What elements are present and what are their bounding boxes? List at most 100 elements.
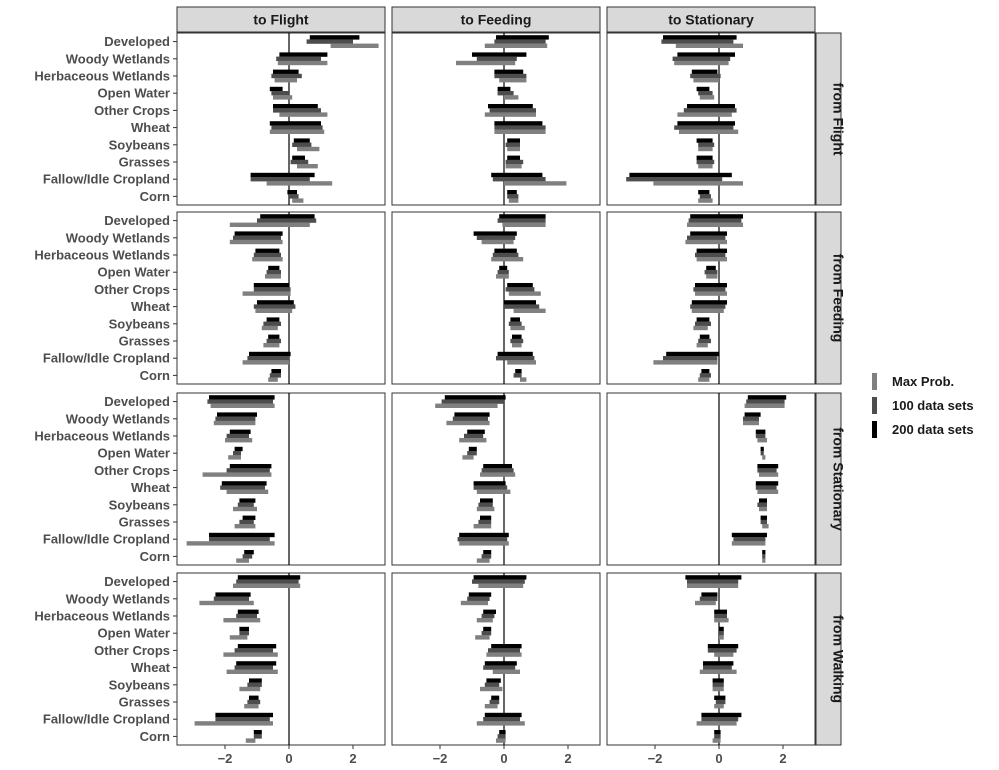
interval-bar	[508, 291, 541, 296]
interval-bar	[480, 472, 516, 477]
interval-bar	[757, 468, 777, 473]
interval-bar	[666, 351, 719, 357]
column-strip	[391, 6, 601, 33]
interval-bar	[459, 541, 509, 546]
column-strip	[606, 6, 816, 33]
interval-bar	[494, 129, 546, 134]
interval-bar	[505, 164, 522, 169]
interval-bar	[242, 291, 291, 296]
interval-bar	[292, 142, 312, 147]
interval-bar	[499, 214, 546, 219]
interval-bar	[489, 108, 536, 113]
interval-bar	[757, 464, 779, 469]
interval-bar	[297, 146, 320, 152]
interval-bar	[250, 172, 315, 178]
interval-bar	[677, 52, 735, 57]
interval-bar	[460, 600, 488, 606]
interval-bar	[271, 369, 281, 374]
x-tick-label: 0	[285, 751, 292, 766]
interval-bar	[762, 524, 769, 529]
interval-bar	[483, 717, 520, 722]
interval-bar	[249, 695, 259, 700]
interval-bar	[714, 613, 727, 619]
interval-bar	[279, 52, 328, 57]
interval-bar	[690, 231, 727, 236]
interval-bar	[484, 112, 536, 117]
interval-bar	[293, 138, 310, 143]
interval-bar	[472, 579, 525, 584]
interval-bar	[704, 270, 718, 275]
interval-bar	[253, 283, 289, 288]
interval-bar	[755, 433, 766, 439]
interval-bar	[760, 451, 764, 456]
interval-bar	[234, 446, 243, 452]
interval-bar	[699, 373, 711, 378]
interval-bar	[309, 35, 360, 40]
interval-bar	[663, 35, 737, 40]
interval-bar	[699, 194, 711, 199]
interval-bar	[273, 104, 318, 109]
y-tick-label: Corn	[140, 729, 170, 744]
interval-bar	[746, 399, 785, 404]
interval-bar	[202, 472, 272, 477]
interval-bar	[690, 214, 743, 219]
y-tick-label: Open Water	[98, 86, 170, 101]
interval-bar	[480, 686, 503, 692]
interval-bar	[273, 108, 321, 113]
interval-bar	[759, 472, 779, 477]
interval-bar	[266, 270, 281, 275]
interval-bar	[271, 125, 323, 130]
interval-bar	[698, 146, 713, 152]
interval-bar	[268, 265, 280, 271]
interval-bar	[760, 515, 767, 520]
interval-bar	[513, 373, 522, 378]
interval-bar	[239, 519, 254, 525]
interval-bar	[699, 334, 710, 339]
interval-bar	[712, 678, 724, 683]
interval-bar	[507, 283, 533, 288]
interval-bar	[502, 222, 546, 227]
y-tick-label: Other Crops	[94, 103, 170, 118]
interval-bar	[687, 235, 726, 240]
y-tick-label: Other Crops	[94, 282, 170, 297]
interval-bar	[491, 257, 524, 262]
interval-bar	[510, 317, 520, 322]
interval-bar	[688, 218, 742, 223]
x-tick-label: 2	[349, 751, 356, 766]
interval-bar	[512, 343, 522, 348]
interval-bar	[698, 338, 711, 344]
y-tick-label: Wheat	[131, 660, 171, 675]
interval-bar	[483, 550, 492, 555]
interval-bar	[252, 257, 283, 262]
interval-bar	[476, 721, 525, 726]
interval-bar	[762, 455, 766, 460]
interval-bar	[475, 635, 490, 640]
interval-bar	[690, 304, 726, 309]
interval-bar	[476, 618, 493, 623]
interval-bar	[497, 351, 533, 357]
interval-bar	[277, 60, 328, 66]
interval-bar	[696, 138, 713, 143]
interval-bar	[715, 699, 726, 705]
x-tick-label: 2	[779, 751, 786, 766]
interval-bar	[263, 321, 281, 326]
panel-background	[606, 392, 816, 566]
y-tick-label: Wheat	[131, 299, 171, 314]
interval-bar	[260, 214, 315, 219]
y-tick-label: Woody Wetlands	[66, 230, 170, 245]
interval-bar	[269, 129, 325, 134]
interval-bar	[496, 274, 509, 279]
interval-bar	[236, 579, 299, 584]
interval-bar	[476, 506, 495, 512]
interval-bar	[691, 300, 727, 305]
interval-bar	[762, 558, 766, 563]
x-tick-label: −2	[648, 751, 663, 766]
interval-bar	[473, 485, 508, 490]
y-tick-label: Fallow/Idle Cropland	[43, 351, 170, 366]
interval-bar	[512, 334, 522, 339]
interval-bar	[225, 438, 253, 443]
interval-bar	[481, 613, 495, 619]
interval-bar	[253, 734, 262, 739]
interval-bar	[699, 596, 718, 601]
